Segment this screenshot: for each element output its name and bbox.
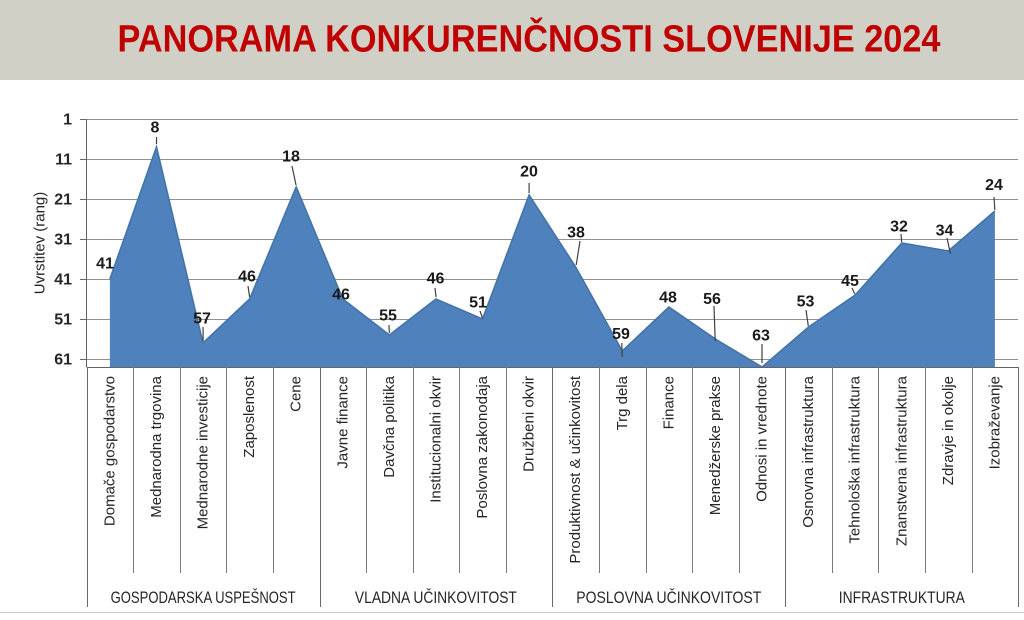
svg-text:21: 21 [54,192,72,209]
svg-text:46: 46 [238,269,256,286]
svg-text:53: 53 [797,294,815,311]
svg-text:56: 56 [703,291,721,308]
svg-text:Izobraževanje: Izobraževanje [986,376,1003,469]
svg-text:1: 1 [63,112,72,129]
svg-text:34: 34 [936,223,954,240]
svg-text:46: 46 [332,287,350,304]
svg-text:Mednarodne investicije: Mednarodne investicije [195,376,212,529]
svg-text:Finance: Finance [660,376,677,429]
svg-text:Tehnološka infrastruktura: Tehnološka infrastruktura [847,375,864,543]
svg-text:GOSPODARSKA USPEŠNOST: GOSPODARSKA USPEŠNOST [111,588,296,607]
svg-text:20: 20 [520,164,538,181]
svg-text:Osnovna infrastruktura: Osnovna infrastruktura [800,375,817,527]
svg-text:51: 51 [469,295,487,312]
svg-text:45: 45 [841,273,859,290]
svg-text:INFRASTRUKTURA: INFRASTRUKTURA [839,588,966,607]
svg-text:31: 31 [54,232,72,249]
svg-text:Poslovna zakonodaja: Poslovna zakonodaja [474,375,491,518]
svg-text:Menedžerske prakse: Menedžerske prakse [707,376,724,515]
svg-text:46: 46 [427,271,445,288]
svg-text:Institucionalni okvir: Institucionalni okvir [427,376,444,503]
svg-text:Odnosi in vrednote: Odnosi in vrednote [754,376,771,502]
svg-text:POSLOVNA UČINKOVITOST: POSLOVNA UČINKOVITOST [576,588,761,607]
svg-text:24: 24 [985,177,1003,194]
svg-text:55: 55 [379,308,397,325]
svg-text:Znanstvena infrastruktura: Znanstvena infrastruktura [893,375,910,546]
svg-text:59: 59 [612,326,630,343]
svg-text:VLADNA UČINKOVITOST: VLADNA UČINKOVITOST [355,588,517,607]
svg-text:Zaposlenost: Zaposlenost [241,375,258,458]
svg-text:57: 57 [193,311,211,328]
svg-text:32: 32 [890,219,908,236]
svg-text:PANORAMA KONKURENČNOSTI SLOVEN: PANORAMA KONKURENČNOSTI SLOVENIJE 2024 [118,16,941,61]
svg-text:63: 63 [752,328,770,345]
svg-text:51: 51 [54,312,72,329]
svg-text:18: 18 [282,149,300,166]
svg-text:Javne finance: Javne finance [334,376,351,469]
svg-text:41: 41 [96,256,114,273]
svg-text:Davčna politika: Davčna politika [381,375,398,477]
svg-text:Družbeni okvir: Družbeni okvir [521,376,538,472]
svg-text:41: 41 [54,272,72,289]
svg-text:8: 8 [151,120,160,137]
svg-text:Domače gospodarstvo: Domače gospodarstvo [101,376,118,526]
svg-text:Trg dela: Trg dela [614,375,631,430]
svg-text:61: 61 [54,352,72,369]
svg-text:Zdravje in okolje: Zdravje in okolje [940,376,957,485]
svg-text:Uvrstitev (rang): Uvrstitev (rang) [32,192,49,295]
svg-text:48: 48 [659,290,677,307]
svg-text:Produktivnost & učinkovitost: Produktivnost & učinkovitost [567,375,584,563]
svg-text:38: 38 [567,225,585,242]
svg-text:Cene: Cene [288,376,305,412]
svg-text:Mednarodna trgovina: Mednarodna trgovina [148,375,165,517]
svg-text:11: 11 [55,152,72,169]
